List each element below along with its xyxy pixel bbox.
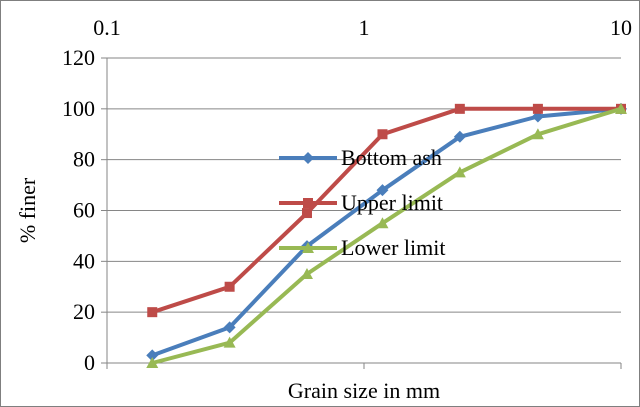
upper-limit-point (301, 208, 312, 219)
legend-upper-limit-label: Upper limit (341, 190, 443, 215)
y-tick-label: 120 (62, 45, 95, 70)
lower-limit-point (531, 128, 544, 140)
lower-limit-point (376, 217, 389, 229)
x-tick-label: 0.1 (93, 15, 121, 40)
upper-limit-point (377, 129, 388, 140)
x-tick-label: 10 (610, 15, 632, 40)
gridlines (107, 57, 621, 313)
y-tick-label: 0 (84, 350, 95, 375)
legend-bottom-ash-point (302, 152, 314, 164)
legend-upper-limit-point (303, 198, 313, 208)
lower-limit-point (615, 102, 627, 114)
upper-limit-point (454, 103, 465, 114)
x-tick-label: 1 (359, 15, 370, 40)
y-tick-label: 20 (73, 299, 95, 324)
upper-limit-point (532, 103, 543, 114)
y-axis-title: % finer (15, 177, 40, 243)
bottom-ash-point (376, 184, 389, 197)
legend-lower-limit-label: Lower limit (341, 235, 445, 260)
lower-limit-point (453, 166, 466, 178)
bottom-ash-point (223, 321, 236, 334)
series-layer (146, 102, 627, 368)
lower-limit-point (223, 336, 236, 348)
y-tick-label: 80 (73, 147, 95, 172)
legend: Bottom ash Upper limit Lower limit (279, 145, 445, 260)
axes: 0 20 40 60 80 100 120 0.1 1 10 (62, 15, 632, 375)
bottom-ash-point (453, 130, 466, 143)
bottom-ash-point (146, 349, 159, 362)
lower-limit-point (146, 357, 159, 368)
legend-lower-limit-point (302, 242, 314, 253)
lower-limit-point (300, 268, 313, 280)
y-tick-label: 40 (73, 248, 95, 273)
upper-limit-point (224, 281, 235, 292)
legend-bottom-ash-label: Bottom ash (341, 145, 442, 170)
upper-limit-point (147, 307, 158, 318)
y-tick-label: 100 (62, 96, 95, 121)
y-tick-label: 60 (73, 198, 95, 223)
x-axis-title: Grain size in mm (288, 378, 440, 403)
